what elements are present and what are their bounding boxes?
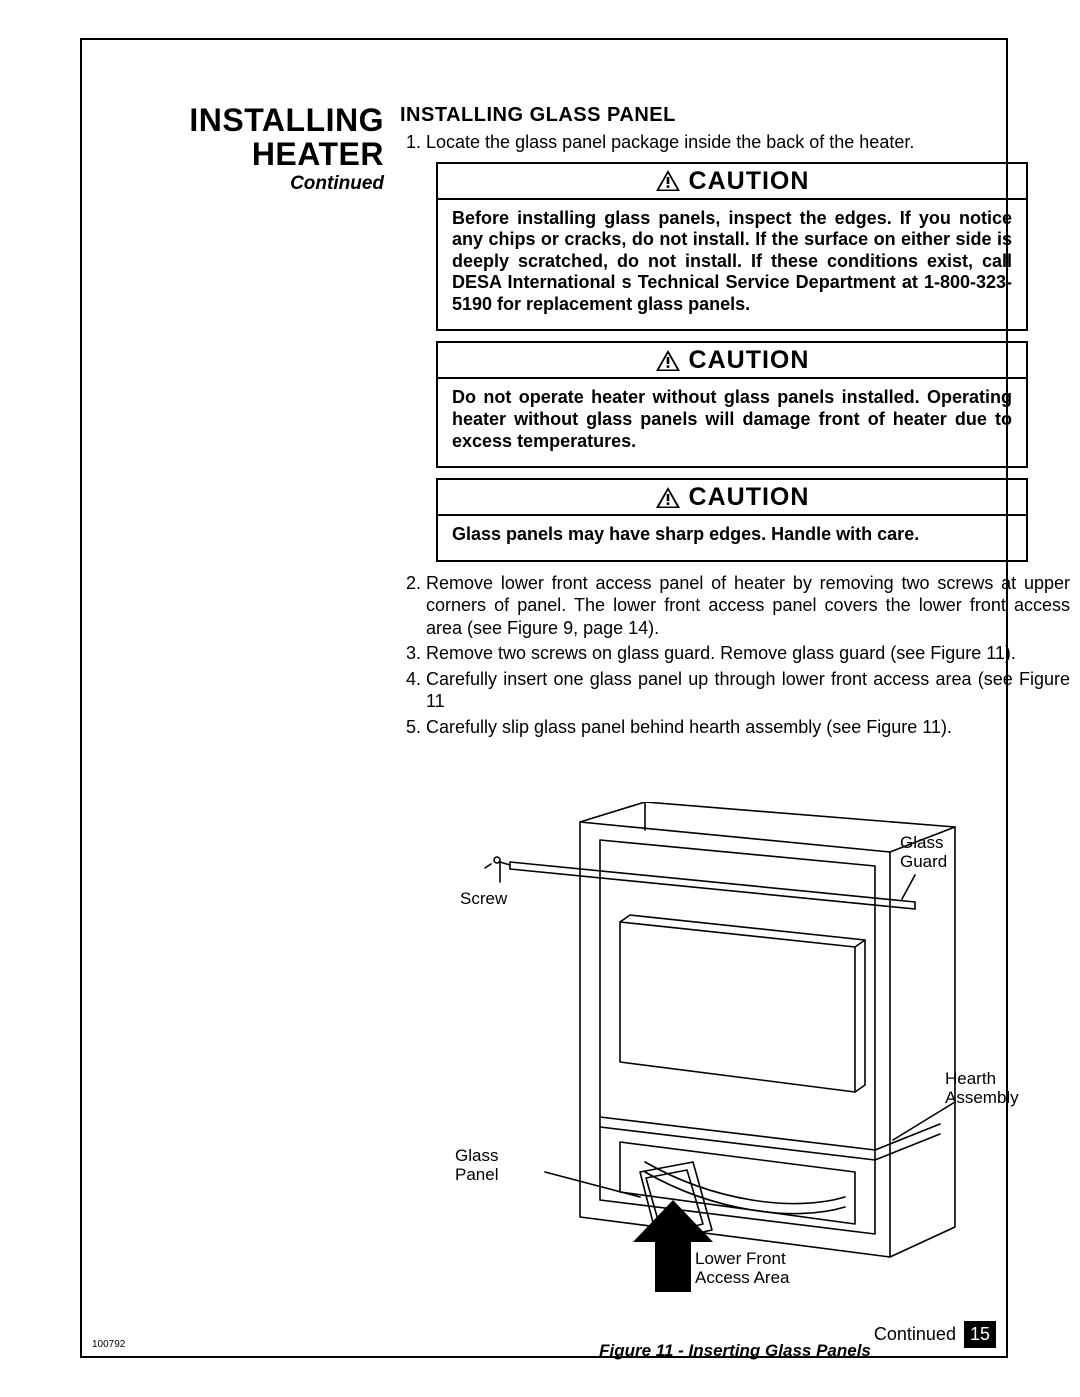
steps-list-top: Locate the glass panel package inside th… [426,131,1070,154]
figure-diagram [415,802,1055,1292]
warning-triangle-icon [655,349,681,373]
caution-body-1: Before installing glass panels, inspect … [438,200,1026,330]
step-2: Remove lower front access panel of heate… [426,572,1070,640]
label-line: Assembly [945,1088,1019,1107]
step-3: Remove two screws on glass guard. Remove… [426,642,1070,665]
caution-body-3: Glass panels may have sharp edges. Handl… [438,516,1026,560]
step-1: Locate the glass panel package inside th… [426,131,1070,154]
caution-body-2: Do not operate heater without glass pane… [438,379,1026,466]
label-line: Glass [455,1146,498,1165]
label-line: Hearth [945,1069,996,1088]
step-4: Carefully insert one glass panel up thro… [426,668,1070,713]
step-5: Carefully slip glass panel behind hearth… [426,716,1070,739]
label-line: Access Area [695,1268,790,1287]
figure-label-glass-guard: Glass Guard [900,834,947,871]
caution-header: CAUTION [438,164,1026,200]
caution-word: CAUTION [689,167,810,196]
caution-box-1: CAUTION Before installing glass panels, … [436,162,1028,332]
label-line: Glass [900,833,943,852]
figure-area: Screw Glass Guard Hearth Assembly Glass … [400,802,1070,1337]
heading-line2: HEATER [174,138,384,172]
page-frame: INSTALLING HEATER Continued INSTALLING G… [80,38,1008,1358]
section-title: INSTALLING GLASS PANEL [400,104,1070,127]
caution-box-2: CAUTION Do not operate heater without gl… [436,341,1028,468]
figure-label-glass-panel: Glass Panel [455,1147,498,1184]
left-heading-block: INSTALLING HEATER Continued [174,104,384,195]
steps-list-bottom: Remove lower front access panel of heate… [426,572,1070,739]
caution-header: CAUTION [438,480,1026,516]
content-block: INSTALLING GLASS PANEL Locate the glass … [400,104,1070,741]
caution-header: CAUTION [438,343,1026,379]
figure-label-hearth: Hearth Assembly [945,1070,1019,1107]
heading-continued: Continued [174,173,384,195]
figure-label-lower-front: Lower Front Access Area [695,1250,790,1287]
caution-word: CAUTION [689,483,810,512]
document-id: 100792 [92,1339,125,1350]
continued-text: Continued [874,1324,956,1345]
warning-triangle-icon [655,169,681,193]
heading-line1: INSTALLING [174,104,384,138]
label-line: Panel [455,1165,498,1184]
caution-box-3: CAUTION Glass panels may have sharp edge… [436,478,1028,562]
caution-word: CAUTION [689,346,810,375]
label-line: Lower Front [695,1249,786,1268]
footer-continued: Continued 15 [874,1321,996,1348]
figure-label-screw: Screw [460,890,507,909]
label-line: Guard [900,852,947,871]
page-number: 15 [964,1321,996,1348]
warning-triangle-icon [655,486,681,510]
